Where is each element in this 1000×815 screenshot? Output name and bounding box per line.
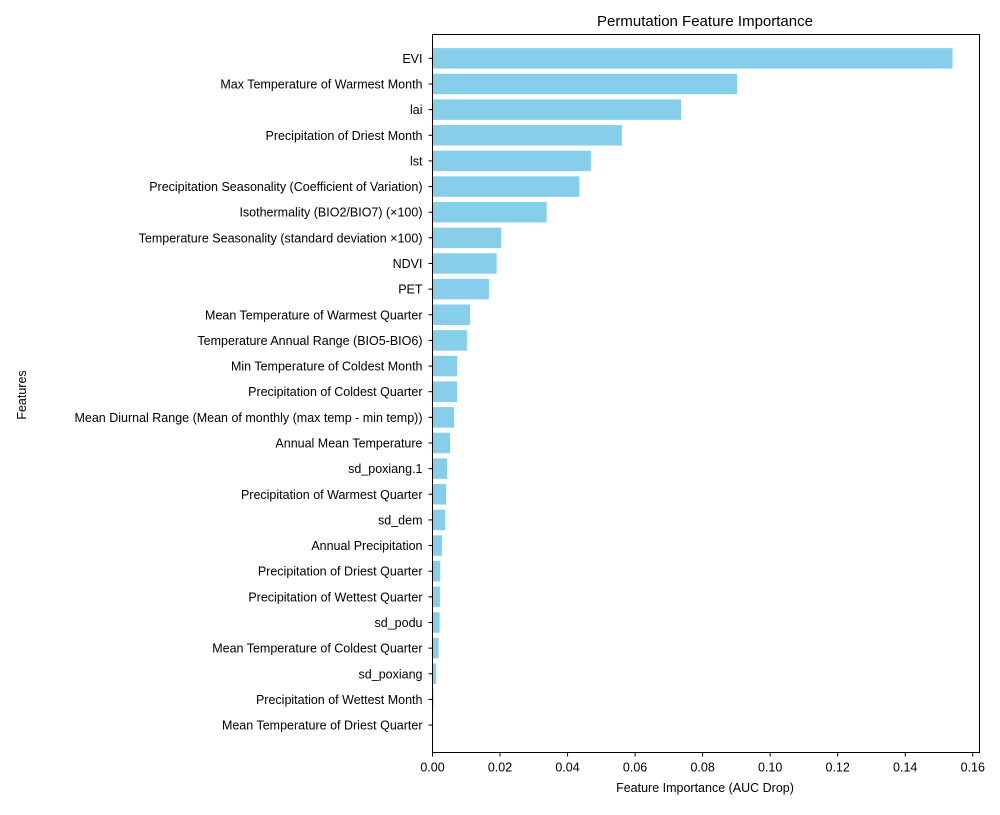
x-tick-label: 0.12 [826, 761, 850, 775]
bar [433, 48, 953, 69]
y-tick-label: Annual Precipitation [311, 539, 422, 553]
y-tick-label: Mean Temperature of Driest Quarter [222, 719, 423, 733]
y-tick-label: Precipitation of Driest Quarter [258, 565, 423, 579]
x-tick-label: 0.04 [555, 761, 579, 775]
bar [433, 484, 447, 505]
y-tick-label: Mean Temperature of Warmest Quarter [205, 308, 422, 322]
y-tick-label: Mean Diurnal Range (Mean of monthly (max… [74, 411, 422, 425]
x-axis-ticks: 0.00 0.02 0.04 0.06 0.08 0.10 0.12 0.14 0.16 [420, 753, 985, 775]
x-axis-title: Feature Importance (AUC Drop) [616, 781, 794, 795]
bar [433, 561, 441, 582]
y-tick-label: sd_dem [378, 513, 422, 527]
y-tick-label: Min Temperature of Coldest Month [231, 360, 423, 374]
y-tick-label: PET [398, 283, 423, 297]
bar [433, 535, 442, 556]
y-tick-label: Precipitation of Warmest Quarter [241, 488, 423, 502]
bar [433, 99, 682, 120]
bar [433, 228, 502, 249]
y-tick-label: Annual Mean Temperature [275, 436, 422, 450]
y-tick-label: Temperature Seasonality (standard deviat… [139, 231, 423, 245]
bar [433, 638, 439, 659]
y-tick-label: EVI [402, 52, 422, 66]
y-tick-label: Temperature Annual Range (BIO5-BIO6) [197, 334, 422, 348]
bar [433, 74, 738, 95]
x-tick-label: 0.02 [488, 761, 512, 775]
y-tick-label: Precipitation of Wettest Month [256, 693, 423, 707]
y-tick-label: sd_poxiang [359, 667, 423, 681]
bar [433, 587, 440, 608]
y-tick-label: Max Temperature of Warmest Month [220, 77, 422, 91]
y-tick-label: sd_poxiang.1 [348, 462, 422, 476]
bar [433, 279, 489, 300]
x-tick-label: 0.08 [690, 761, 714, 775]
x-tick-label: 0.06 [623, 761, 647, 775]
bar [433, 664, 437, 685]
bars-layer [433, 48, 953, 735]
chart-title: Permutation Feature Importance [597, 13, 813, 30]
y-tick-label: lst [410, 154, 423, 168]
bar [433, 381, 458, 402]
y-tick-label: sd_podu [375, 616, 423, 630]
x-tick-label: 0.10 [758, 761, 782, 775]
x-tick-label: 0.16 [961, 761, 985, 775]
y-tick-label: Precipitation of Driest Month [265, 129, 422, 143]
y-tick-label: Precipitation of Coldest Quarter [248, 385, 422, 399]
bar [433, 202, 547, 223]
bar [433, 253, 497, 274]
y-tick-label: Isothermality (BIO2/BIO7) (×100) [239, 206, 422, 220]
bar [433, 176, 580, 197]
y-tick-label: Mean Temperature of Coldest Quarter [212, 642, 422, 656]
y-tick-label: lai [410, 103, 423, 117]
y-axis-ticks: EVI Max Temperature of Warmest Month lai Pr… [74, 52, 432, 733]
y-tick-label: Precipitation Seasonality (Coefficient o… [149, 180, 422, 194]
bar [433, 125, 622, 146]
bar [433, 407, 455, 428]
bar [433, 356, 458, 377]
bar [433, 151, 591, 172]
bar [433, 330, 467, 351]
y-tick-label: Precipitation of Wettest Quarter [248, 590, 422, 604]
bar [433, 510, 445, 531]
y-axis-title: Features [15, 370, 29, 419]
x-tick-label: 0.00 [420, 761, 444, 775]
bar [433, 458, 448, 479]
bar [433, 433, 451, 454]
bar [433, 612, 440, 633]
x-tick-label: 0.14 [893, 761, 917, 775]
bar [433, 305, 470, 326]
y-tick-label: NDVI [393, 257, 423, 271]
